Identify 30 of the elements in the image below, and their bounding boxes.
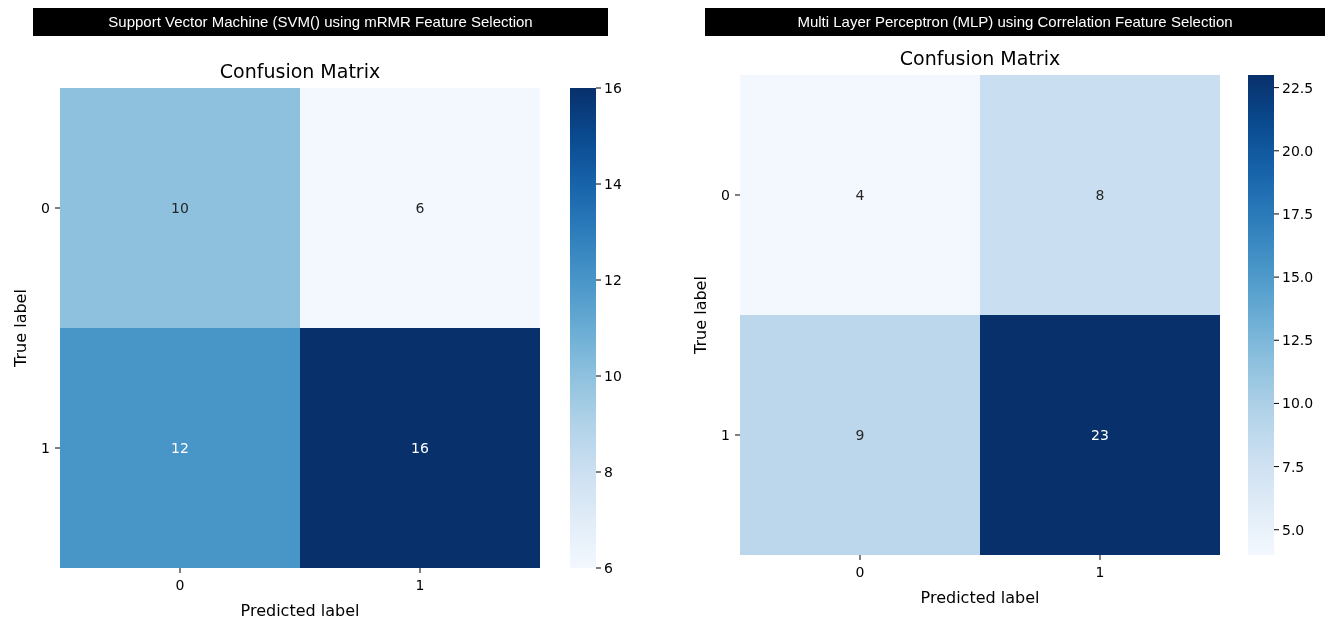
data-label: 12 [171, 440, 189, 456]
y-axis-title: True label [691, 276, 710, 355]
data-label: 4 [855, 187, 865, 203]
color-bar-label: 10 [604, 368, 622, 384]
y-axis-title: True label [11, 289, 30, 368]
color-bar-label: 20.0 [1282, 142, 1314, 159]
color-bar-label: 12 [604, 272, 622, 288]
data-label: 6 [415, 200, 425, 216]
data-label: 10 [171, 200, 189, 216]
data-label: 16 [411, 440, 429, 456]
color-bar-label: 22.5 [1282, 79, 1314, 96]
x-axis-title: Predicted label [920, 588, 1040, 607]
color-bar-label: 8 [604, 464, 613, 480]
color-bar-label: 16 [604, 80, 622, 96]
data-label: 8 [1095, 187, 1105, 203]
data-label: 23 [1091, 427, 1109, 443]
chart-subtitle: Confusion Matrix [219, 60, 381, 82]
color-bar-label: 17.5 [1282, 205, 1314, 222]
chart-title: Support Vector Machine (SVM() using mRMR Feature Selection [108, 13, 533, 30]
x-axis-title: Predicted label [240, 601, 360, 620]
chart-title: Multi Layer Perceptron (MLP) using Correlation Feature Selection [797, 13, 1233, 30]
color-bar-label: 12.5 [1282, 332, 1314, 349]
color-bar-label: 5.0 [1282, 521, 1305, 538]
color-bar-label: 10.0 [1282, 395, 1314, 412]
color-bar-label: 7.5 [1282, 458, 1305, 475]
data-label: 9 [855, 427, 865, 443]
color-bar-label: 15.0 [1282, 269, 1314, 286]
color-bar-label: 6 [604, 560, 613, 576]
color-bar-label: 14 [604, 176, 622, 192]
chart-subtitle: Confusion Matrix [899, 47, 1061, 69]
